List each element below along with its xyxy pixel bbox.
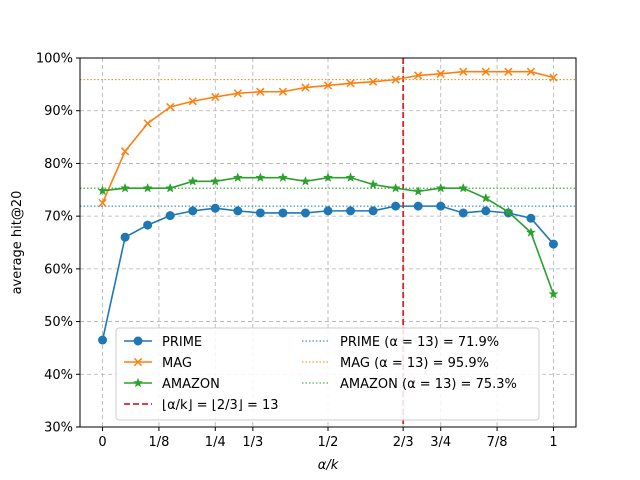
legend-label: PRIME [162, 335, 202, 350]
y-tick-label: 60% [44, 262, 73, 277]
mag-point [233, 89, 242, 98]
mag-point [504, 67, 513, 76]
prime-point [143, 220, 153, 230]
mag-point [436, 69, 445, 78]
y-tick-label: 40% [44, 368, 73, 383]
amazon-point [97, 185, 108, 196]
x-tick-label: 1/3 [242, 435, 263, 450]
legend-marker [132, 377, 144, 388]
axes: 30% 40% 50% 60% 70% 80% 90% 100% 0 1/8 1/4 1/3 1/2 2/… [36, 52, 558, 451]
legend-marker [133, 357, 143, 367]
prime-point [548, 239, 558, 249]
prime-point [233, 206, 243, 216]
amazon-point [255, 172, 266, 182]
mag-point [166, 102, 175, 112]
prime-point [526, 213, 536, 223]
amazon-point [232, 172, 243, 182]
y-tick-label: 70% [44, 210, 73, 225]
mag-point [323, 81, 333, 90]
x-tick-label: 1/4 [205, 435, 226, 450]
prime-point [346, 206, 356, 216]
amazon-point [548, 288, 559, 299]
legend: PRIME MAG AMAZON ⌊α/k⌋ = ⌊2/3⌋ = 13 PRIME (α… [115, 327, 540, 421]
x-tick-label: 0 [98, 435, 106, 450]
amazon-point [300, 176, 311, 186]
mag-point [391, 75, 400, 84]
amazon-point [120, 182, 131, 193]
x-tick-label: 1 [549, 435, 557, 450]
amazon-point [525, 227, 536, 237]
y-axis-label: average hit@20 [10, 191, 25, 295]
amazon-point [322, 172, 334, 182]
mag-point [346, 79, 355, 88]
x-tick-label: 1/2 [318, 435, 339, 450]
prime-point [278, 208, 288, 218]
x-tick-label: 7/8 [487, 435, 508, 450]
mag-point [98, 198, 107, 208]
mag-point [301, 83, 310, 92]
amazon-point [390, 182, 401, 193]
legend-label: AMAZON [162, 377, 220, 392]
prime-point [255, 208, 265, 218]
legend-label: AMAZON (α = 13) = 75.3% [340, 377, 517, 392]
y-tick-label: 100% [36, 52, 73, 67]
x-tick-label: 1/8 [148, 435, 169, 450]
mag-point [368, 77, 378, 86]
amazon-point [413, 186, 424, 196]
x-axis-label: α/k [318, 458, 339, 473]
amazon-point [458, 182, 469, 193]
amazon-point [345, 172, 356, 182]
prime-point [368, 206, 378, 216]
prime-point [188, 206, 198, 216]
legend-box [115, 327, 540, 421]
prime-point [481, 206, 491, 216]
series-lines [97, 67, 559, 345]
x-tick-label: 2/3 [393, 435, 414, 450]
legend-marker [133, 336, 143, 346]
legend-label: MAG (α = 13) = 95.9% [340, 356, 489, 371]
mag-point [120, 147, 130, 156]
prime-point [120, 232, 130, 242]
mag-point [526, 67, 536, 76]
x-tick-label: 3/4 [430, 435, 451, 450]
prime-point [458, 208, 468, 218]
prime-point [323, 206, 333, 216]
prime-point [436, 201, 446, 211]
prime-point [210, 203, 220, 213]
mag-point [188, 97, 197, 106]
prime-point [391, 201, 401, 211]
amazon-point [435, 182, 446, 193]
legend-label: ⌊α/k⌋ = ⌊2/3⌋ = 13 [162, 398, 279, 413]
amazon-point [503, 206, 514, 217]
y-tick-label: 50% [44, 315, 73, 330]
amazon-point [368, 179, 379, 189]
prime-point [98, 335, 108, 345]
prime-point [300, 208, 310, 218]
y-tick-label: 90% [44, 104, 73, 119]
amazon-point [187, 176, 198, 186]
mag-point [481, 67, 490, 76]
y-tick-label: 80% [44, 157, 73, 172]
mag-point [211, 92, 220, 102]
legend-label: PRIME (α = 13) = 71.9% [340, 335, 499, 350]
amazon-point [210, 176, 221, 186]
prime-point [413, 201, 423, 211]
legend-label: MAG [162, 356, 192, 371]
mag-point [256, 87, 265, 96]
mag-point [278, 87, 288, 96]
mag-point [414, 71, 423, 80]
mag-point [549, 73, 558, 82]
amazon-point [277, 172, 288, 182]
prime-point [165, 211, 175, 221]
amazon-point [480, 192, 491, 203]
amazon-point [165, 182, 176, 193]
mag-point [459, 67, 468, 76]
amazon-point [142, 182, 153, 193]
mag-point [143, 119, 152, 128]
y-tick-label: 30% [44, 421, 73, 436]
